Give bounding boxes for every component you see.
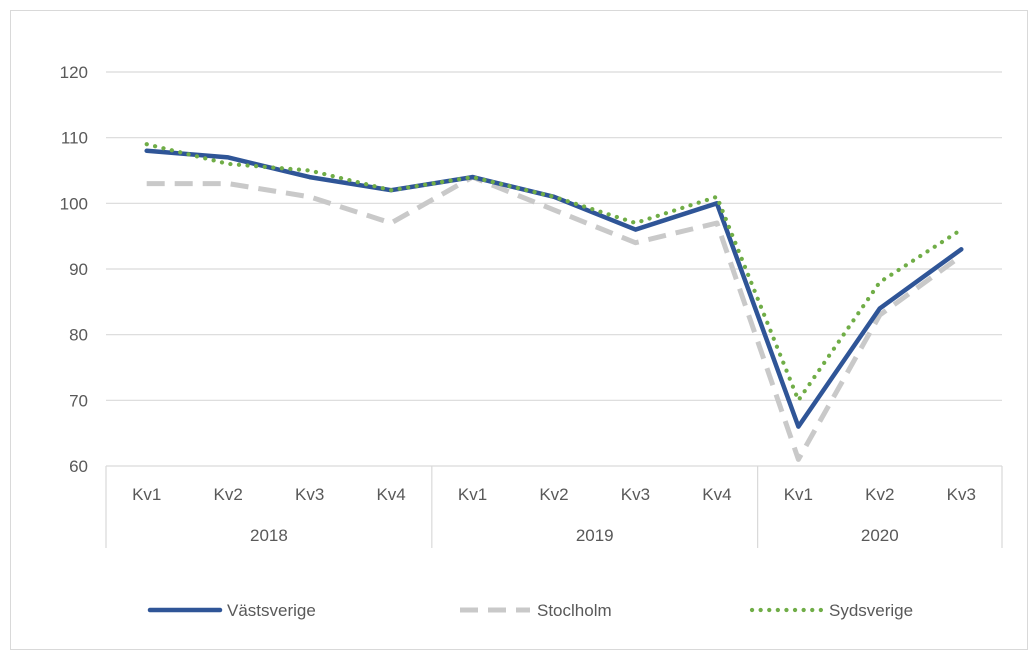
x-tick-label: Kv2 — [539, 485, 568, 504]
grid — [106, 71, 1002, 467]
x-tick-label: Kv2 — [214, 485, 243, 504]
x-tick-label: Kv2 — [865, 485, 894, 504]
y-tick-label: 80 — [69, 326, 88, 345]
x-tick-label: Kv1 — [132, 485, 161, 504]
x-group-label: 2018 — [250, 526, 288, 545]
x-tick-label: Kv4 — [702, 485, 731, 504]
axis: 60 70 80 90 100 110 120 Kv1 Kv2 Kv3 Kv4 Kv1 Kv2 Kv3 Kv… — [60, 63, 1003, 548]
legend: Västsverige Stoclholm Sydsverige — [147, 601, 913, 620]
series-line-2 — [144, 142, 964, 403]
x-group-label: 2020 — [861, 526, 899, 545]
legend-label: Stoclholm — [537, 601, 612, 620]
y-tick-label: 120 — [60, 63, 88, 82]
x-tick-label: Kv3 — [947, 485, 976, 504]
x-tick-label: Kv1 — [458, 485, 487, 504]
x-tick-label: Kv4 — [376, 485, 405, 504]
legend-label: Sydsverige — [829, 601, 913, 620]
y-tick-label: 60 — [69, 457, 88, 476]
series-line-1 — [146, 174, 963, 462]
x-tick-label: Kv3 — [621, 485, 650, 504]
y-tick-label: 110 — [61, 129, 88, 148]
x-group-label: 2019 — [576, 526, 614, 545]
x-tick-label: Kv1 — [784, 485, 813, 504]
y-tick-label: 90 — [69, 260, 88, 279]
y-tick-label: 100 — [60, 194, 88, 213]
legend-label: Västsverige — [227, 601, 316, 620]
series — [144, 142, 964, 462]
y-tick-label: 70 — [69, 391, 88, 410]
x-tick-label: Kv3 — [295, 485, 324, 504]
chart-frame — [10, 10, 1028, 650]
series-line-0 — [144, 148, 964, 429]
